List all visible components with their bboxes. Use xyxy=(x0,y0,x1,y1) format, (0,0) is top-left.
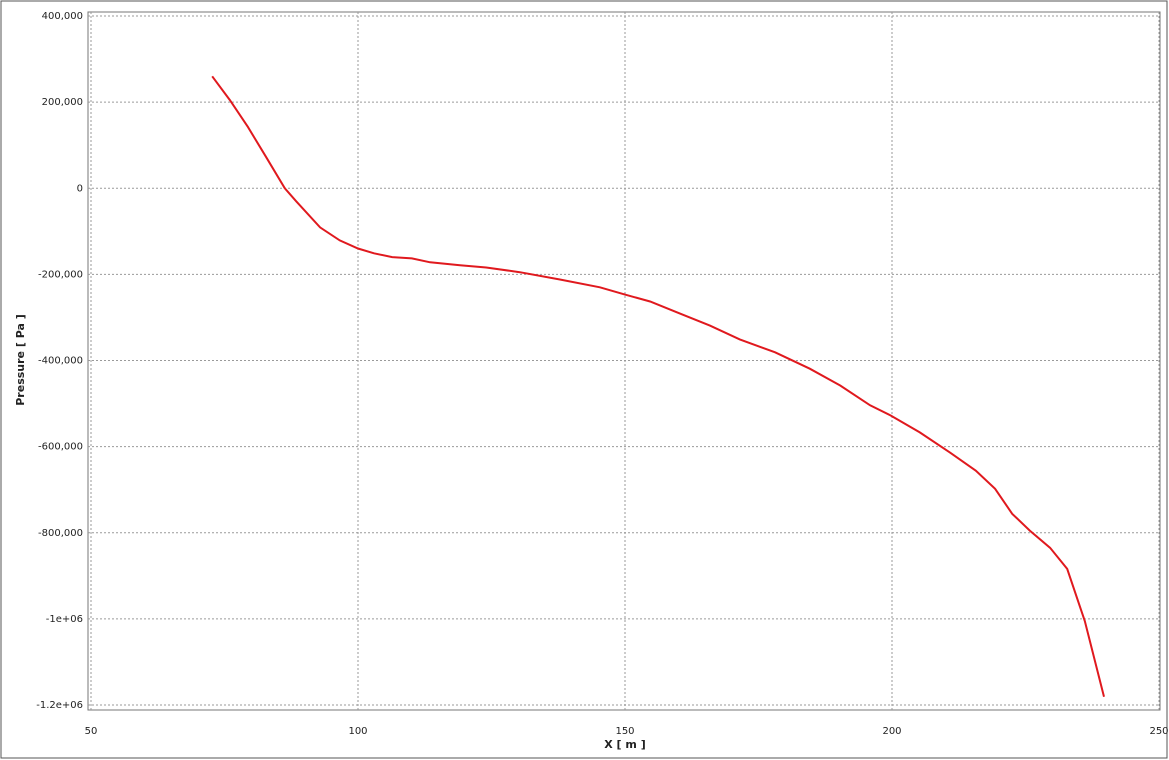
x-tick-label: 50 xyxy=(85,726,98,737)
x-axis-label: X [ m ] xyxy=(604,738,646,751)
y-tick-label: 0 xyxy=(77,183,83,194)
y-axis-label: Pressure [ Pa ] xyxy=(14,314,27,406)
y-tick-label: -200,000 xyxy=(38,269,83,280)
x-tick-label: 250 xyxy=(1149,726,1168,737)
x-tick-label: 200 xyxy=(882,726,901,737)
data-line xyxy=(211,75,1105,698)
y-tick-label: -800,000 xyxy=(38,528,83,539)
x-tick-label: 100 xyxy=(348,726,367,737)
y-tick-label: -600,000 xyxy=(38,442,83,453)
y-tick-label: -1e+06 xyxy=(46,614,83,625)
y-tick-label: -400,000 xyxy=(38,356,83,367)
y-tick-label: -1.2e+06 xyxy=(36,700,83,711)
x-tick-label: 150 xyxy=(615,726,634,737)
y-tick-label: 200,000 xyxy=(42,97,83,108)
y-tick-label: 400,000 xyxy=(42,11,83,22)
